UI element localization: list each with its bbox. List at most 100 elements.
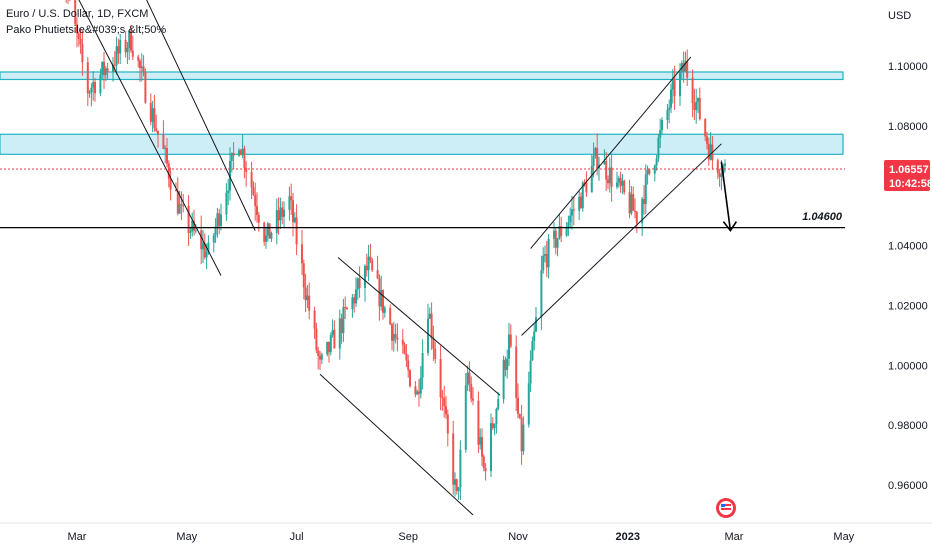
candle-body xyxy=(356,278,359,290)
candle-body xyxy=(200,230,203,250)
resistance-zones xyxy=(0,71,844,155)
candle-body xyxy=(495,409,498,425)
candle-body xyxy=(119,39,122,54)
candle-body xyxy=(290,196,293,201)
candle-body xyxy=(545,254,548,268)
candle-body xyxy=(657,137,660,159)
candle-body xyxy=(441,397,444,399)
candle-body xyxy=(666,110,669,120)
candle-body xyxy=(241,148,244,156)
candle-body xyxy=(643,198,645,205)
candle-body xyxy=(277,210,280,221)
candle-body xyxy=(106,68,109,73)
candle-body xyxy=(655,158,658,166)
candle-body xyxy=(383,307,386,313)
candle-body xyxy=(684,60,687,72)
candle-body xyxy=(468,372,471,384)
candle-body xyxy=(428,313,431,319)
candle-body xyxy=(556,238,559,248)
price-tick-label: 1.00000 xyxy=(888,360,928,372)
candle-body xyxy=(704,119,707,137)
candle-body xyxy=(230,152,233,161)
candle-body xyxy=(401,339,404,345)
candle-body xyxy=(358,278,361,288)
price-tick-label: 1.10000 xyxy=(888,61,928,73)
time-tick-label: Mar xyxy=(725,531,744,543)
time-axis[interactable]: Mar May Jul Sep Nov 2023 Mar May xyxy=(0,522,932,543)
candle-body xyxy=(668,107,671,111)
candle-body xyxy=(157,130,159,134)
falling-channel-2-line xyxy=(319,373,474,516)
candle-body xyxy=(464,385,467,450)
candle-body xyxy=(288,196,291,210)
flag-icon[interactable] xyxy=(716,498,736,518)
candle-body xyxy=(509,334,512,347)
level-label: 1.04600 xyxy=(802,211,843,223)
candle-body xyxy=(320,354,323,360)
symbol-title[interactable]: Euro / U.S. Dollar, 1D, FXCM xyxy=(6,8,149,20)
current-price-tag[interactable]: 1.06557 10:42:58 xyxy=(884,160,932,192)
candle-body xyxy=(648,169,651,174)
candle-body xyxy=(351,297,354,310)
candle-body xyxy=(432,338,435,349)
candle-body xyxy=(628,192,631,214)
candle-body xyxy=(452,433,455,485)
candle-body xyxy=(270,232,273,239)
candle-body xyxy=(720,174,723,177)
candle-body xyxy=(353,297,356,304)
candle-body xyxy=(364,265,366,288)
candle-body xyxy=(553,230,555,239)
candle-body xyxy=(621,180,624,186)
price-tick-label: 1.04000 xyxy=(888,241,928,253)
candle-body xyxy=(518,414,521,418)
candle-body xyxy=(128,31,131,48)
candle-body xyxy=(252,187,255,195)
candle-body xyxy=(421,352,424,378)
candle-body xyxy=(151,108,154,122)
candle-body xyxy=(232,152,235,156)
candle-body xyxy=(140,66,143,69)
candle-body xyxy=(306,295,309,301)
candle-body xyxy=(139,60,141,69)
candle-body xyxy=(142,66,145,73)
candle-body xyxy=(686,60,689,78)
candle-body xyxy=(369,256,372,261)
candle-body xyxy=(596,148,599,169)
candle-body xyxy=(104,68,107,76)
candle-body xyxy=(81,44,84,63)
candle-body xyxy=(193,220,195,231)
candle-body xyxy=(265,235,267,242)
candle-body xyxy=(187,206,190,233)
candle-body xyxy=(392,334,395,341)
time-tick-label: Sep xyxy=(398,531,418,543)
candle-body xyxy=(162,133,165,149)
price-axis[interactable]: 1.100001.080001.060001.040001.020001.000… xyxy=(888,61,928,492)
candle-body xyxy=(529,360,532,384)
falling-channel-2-line xyxy=(337,257,501,396)
candle-body xyxy=(405,353,408,361)
candle-body xyxy=(126,47,129,53)
candle-body xyxy=(94,82,96,94)
falling-channel-1-line xyxy=(78,0,222,276)
candle-body xyxy=(619,177,622,186)
candle-body xyxy=(263,222,266,242)
candle-body xyxy=(580,196,582,209)
candle-body xyxy=(182,205,185,207)
indicator-title[interactable]: Pako Phutietsile&#039;s &lt;50% xyxy=(6,24,167,36)
candle-body xyxy=(445,406,447,415)
candle-body xyxy=(103,61,105,76)
candle-body xyxy=(407,360,410,371)
candle-body xyxy=(304,287,307,301)
candle-body xyxy=(266,223,269,236)
candle-body xyxy=(409,370,411,387)
candle-body xyxy=(328,341,330,353)
candle-body xyxy=(418,391,420,394)
currency-label: USD xyxy=(888,10,911,22)
price-tick-label: 1.02000 xyxy=(888,300,928,312)
candle-body xyxy=(697,98,699,102)
candle-body xyxy=(319,356,321,360)
candle-body xyxy=(281,207,284,217)
candle-body xyxy=(457,487,460,492)
candle-body xyxy=(641,198,644,224)
